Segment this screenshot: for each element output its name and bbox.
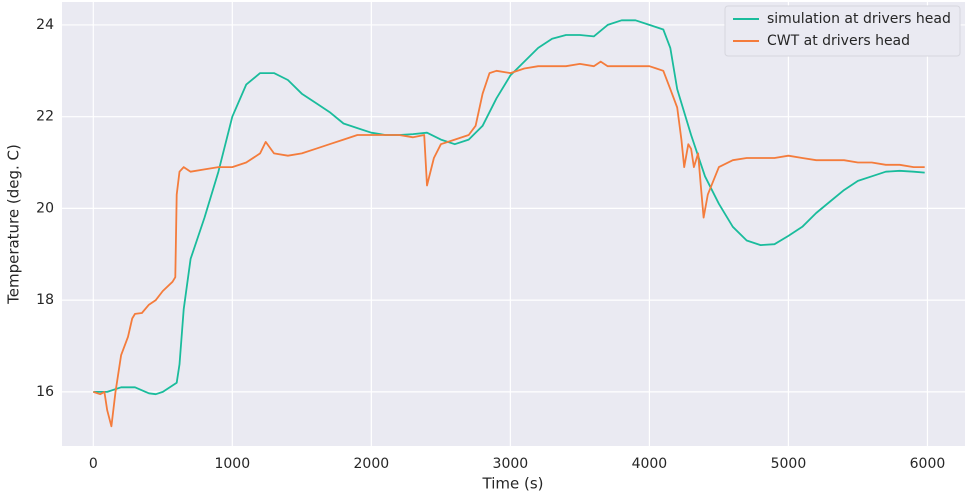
y-tick-label: 18 <box>36 292 54 308</box>
x-tick-label: 0 <box>89 456 98 472</box>
legend-label: simulation at drivers head <box>767 11 951 27</box>
x-tick-label: 4000 <box>632 456 668 472</box>
y-tick-label: 20 <box>36 200 54 216</box>
legend-label: CWT at drivers head <box>767 33 910 49</box>
y-tick-label: 22 <box>36 109 54 125</box>
y-tick-label: 16 <box>36 384 54 400</box>
x-tick-label: 6000 <box>910 456 946 472</box>
x-tick-label: 2000 <box>354 456 390 472</box>
x-tick-label: 1000 <box>214 456 250 472</box>
y-tick-label: 24 <box>36 17 54 33</box>
legend-box <box>724 5 961 57</box>
series-line <box>93 60 925 428</box>
x-tick-label: 3000 <box>493 456 529 472</box>
y-axis-label: Temperature (deg. C) <box>5 144 23 305</box>
x-tick-label: 5000 <box>771 456 807 472</box>
x-axis-label: Time (s) <box>482 475 544 493</box>
plot-area <box>62 2 965 446</box>
series-line <box>93 19 925 396</box>
